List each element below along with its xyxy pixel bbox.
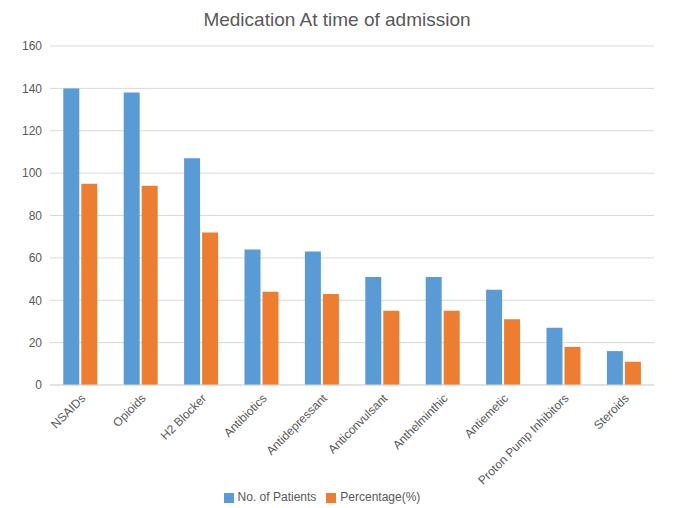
svg-text:Anthelminthic: Anthelminthic [390,391,451,452]
html-text:Medication At time of admissio: Medication At time of admission [203,9,471,30]
svg-text:80: 80 [29,209,43,223]
svg-text:20: 20 [29,336,43,350]
html-text:Percentage(%): Percentage(%) [340,490,421,504]
svg-text:NSAIDs: NSAIDs [48,391,88,431]
svg-text:40: 40 [29,294,43,308]
svg-text:H2 Blocker: H2 Blocker [158,391,209,442]
svg-text:0: 0 [35,378,42,392]
svg-text:100: 100 [22,166,42,180]
svg-text:Steroids: Steroids [591,391,632,432]
svg-text:Antiemetic: Antiemetic [462,391,512,441]
svg-text:60: 60 [29,251,43,265]
svg-text:140: 140 [22,82,42,96]
svg-text:Antibiotics: Antibiotics [221,391,270,440]
svg-text:160: 160 [22,40,42,53]
svg-text:Antidepressant: Antidepressant [263,391,330,458]
svg-text:120: 120 [22,124,42,138]
svg-text:Proton Pump Inhibitors: Proton Pump Inhibitors [475,391,571,487]
svg-text:Opioids: Opioids [110,391,149,430]
svg-text:Anticonvulsant: Anticonvulsant [325,391,391,457]
html-text:No. of Patients: No. of Patients [237,490,317,504]
